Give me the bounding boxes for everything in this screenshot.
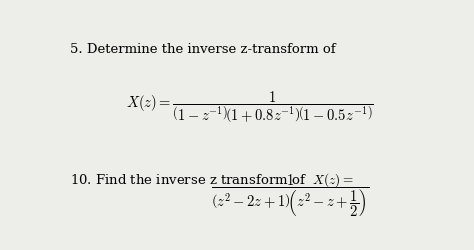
Text: 5. Determine the inverse z-transform of: 5. Determine the inverse z-transform of (70, 44, 336, 57)
Text: $\dfrac{1}{\left(z^{2}-2z+1\right)\!\left(z^{2}-z+\dfrac{1}{2}\right)}$: $\dfrac{1}{\left(z^{2}-2z+1\right)\!\lef… (211, 172, 370, 219)
Text: $X(z)=\dfrac{1}{\left(1-z^{-1}\right)\!\left(1+0.8z^{-1}\right)\!\left(1-0.5z^{-: $X(z)=\dfrac{1}{\left(1-z^{-1}\right)\!\… (127, 89, 374, 125)
Text: 10. Find the inverse z transform of  $X(z) =$: 10. Find the inverse z transform of $X(z… (70, 171, 354, 189)
